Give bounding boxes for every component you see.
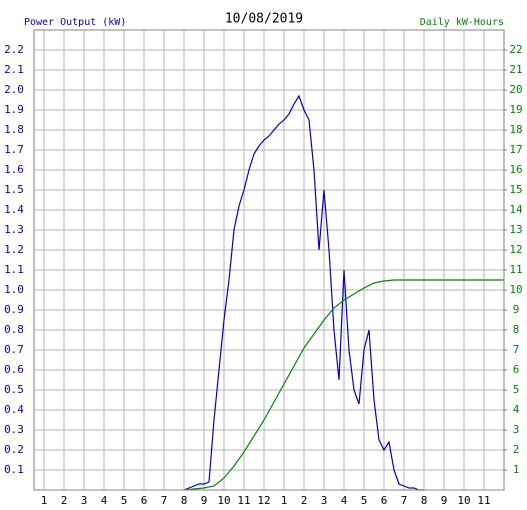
x-tick-label: 1 [41,494,48,507]
x-tick-label: 11 [237,494,250,507]
y-tick-label: 1.1 [4,263,24,276]
x-tick-label: 9 [201,494,208,507]
y-tick-label: 0.8 [4,323,24,336]
y2-tick-label: 12 [509,243,522,256]
y-tick-label: 1.7 [4,143,24,156]
y2-tick-label: 4 [513,403,520,416]
x-tick-label: 5 [121,494,128,507]
x-tick-label: 7 [161,494,168,507]
y2-tick-label: 13 [509,223,522,236]
y2-tick-label: 5 [513,383,520,396]
marks [183,94,504,491]
y-tick-label: 0.6 [4,363,24,376]
x-tick-label: 3 [321,494,328,507]
y-tick-label: 2.1 [4,63,24,76]
y-tick-label: 1.8 [4,123,24,136]
x-tick-label: 6 [381,494,388,507]
left-axis-title: Power Output (kW) [24,17,126,28]
y-tick-label: 0.3 [4,423,24,436]
y-tick-label: 0.2 [4,443,24,456]
x-tick-label: 8 [421,494,428,507]
x-tick-label: 11 [477,494,490,507]
y-tick-label: 1.5 [4,183,24,196]
y-tick-label: 1.0 [4,283,24,296]
y2-tick-label: 14 [509,203,523,216]
series-line [183,94,424,491]
x-tick-label: 2 [61,494,68,507]
y2-tick-label: 10 [509,283,522,296]
y2-tick-label: 1 [513,463,520,476]
x-tick-label: 9 [441,494,448,507]
y-tick-label: 0.7 [4,343,24,356]
series-line [183,279,504,491]
y2-tick-label: 11 [509,263,522,276]
y2-tick-label: 22 [509,43,522,56]
y-tick-label: 1.2 [4,243,24,256]
x-tick-label: 10 [457,494,470,507]
y-tick-label: 1.6 [4,163,24,176]
y-tick-label: 2.2 [4,43,24,56]
y-tick-label: 2.0 [4,83,24,96]
y2-tick-label: 17 [509,143,522,156]
y2-tick-label: 20 [509,83,522,96]
y-tick-label: 0.4 [4,403,24,416]
x-tick-label: 1 [281,494,288,507]
y2-tick-label: 6 [513,363,520,376]
right-axis-title: Daily kW-Hours [420,17,504,28]
y-tick-label: 1.3 [4,223,24,236]
plot-border [33,29,505,491]
y-tick-label: 0.1 [4,463,24,476]
x-tick-label: 8 [181,494,188,507]
y2-tick-label: 9 [513,303,520,316]
x-tick-label: 6 [141,494,148,507]
y-tick-label: 0.5 [4,383,24,396]
y2-tick-label: 15 [509,183,522,196]
x-tick-label: 4 [341,494,348,507]
y2-tick-label: 7 [513,343,520,356]
grid [34,30,504,490]
x-tick-label: 4 [101,494,108,507]
x-tick-label: 7 [401,494,408,507]
chart-title: 10/08/2019 [225,12,303,27]
y-tick-label: 0.9 [4,303,24,316]
x-tick-label: 3 [81,494,88,507]
y2-tick-label: 19 [509,103,522,116]
y2-tick-label: 3 [513,423,520,436]
y2-tick-label: 18 [509,123,522,136]
x-tick-label: 2 [301,494,308,507]
x-tick-label: 12 [257,494,270,507]
y2-tick-label: 2 [513,443,520,456]
x-tick-label: 5 [361,494,368,507]
y-tick-label: 1.9 [4,103,24,116]
y-tick-label: 1.4 [4,203,24,216]
y2-tick-label: 21 [509,63,522,76]
y2-tick-label: 16 [509,163,522,176]
x-tick-label: 10 [217,494,230,507]
y2-tick-label: 8 [513,323,520,336]
